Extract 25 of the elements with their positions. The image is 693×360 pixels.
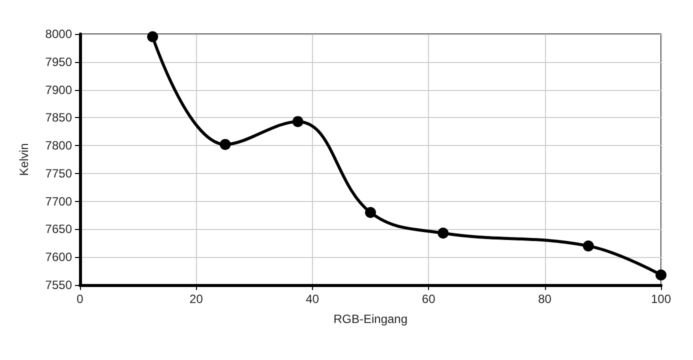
point — [656, 269, 666, 280]
y-tick-label: 7600 — [45, 250, 72, 264]
point — [220, 138, 231, 150]
y-tick-label: 7550 — [45, 278, 72, 292]
x-tick-label: 80 — [538, 292, 552, 306]
y-axis-title: Kelvin — [17, 143, 31, 176]
y-tick-label: 7750 — [45, 166, 72, 180]
x-tick-label: 60 — [422, 292, 436, 306]
x-tick-label: 20 — [190, 292, 204, 306]
y-tick-label: 7950 — [45, 54, 72, 69]
y-tick-label: 7650 — [45, 222, 72, 236]
point — [365, 206, 376, 218]
y-tick-label: 7900 — [45, 82, 72, 97]
y-tick-label: 8000 — [45, 27, 72, 41]
y-tick-label: 7850 — [45, 110, 72, 125]
point — [582, 240, 594, 252]
y-tick-label: 7800 — [45, 138, 72, 153]
x-axis-title: RGB-Eingang — [333, 312, 408, 326]
point — [147, 31, 158, 42]
point — [438, 228, 449, 239]
x-tick-label: 0 — [76, 292, 84, 306]
x-tick-label: 40 — [306, 292, 320, 306]
x-tick-label: 100 — [650, 292, 672, 306]
point — [292, 116, 304, 128]
y-tick-label: 7700 — [45, 194, 72, 208]
